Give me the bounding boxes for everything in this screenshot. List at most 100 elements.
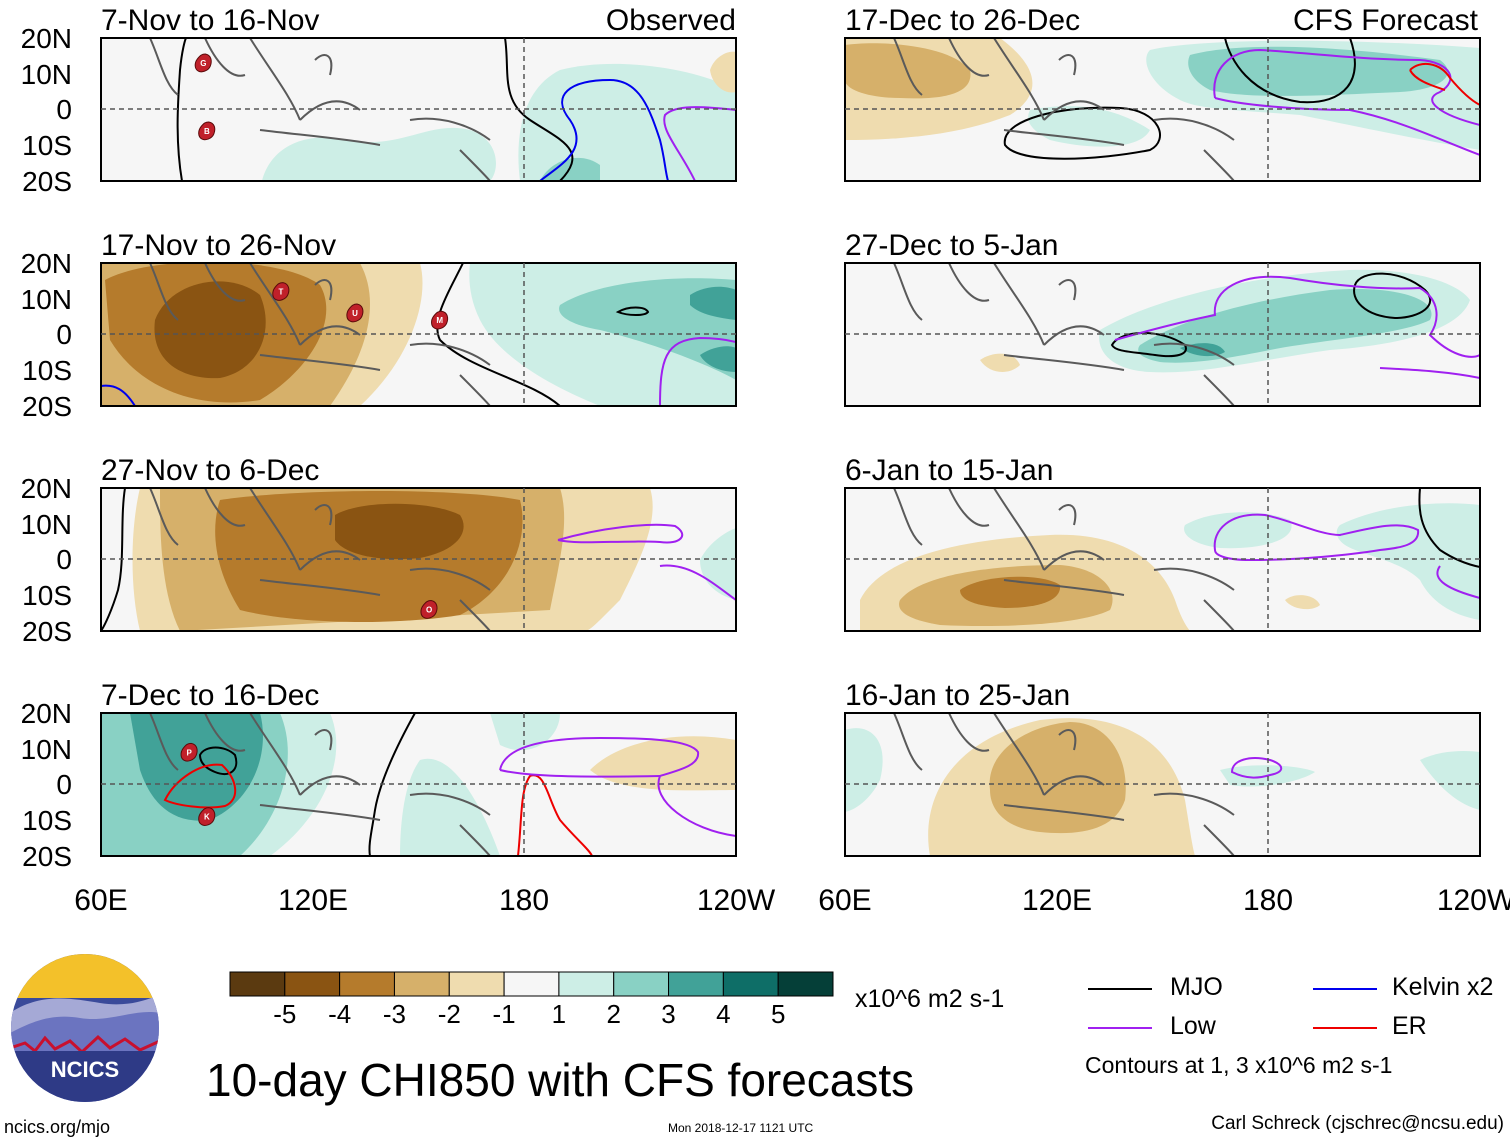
storm-letter: B [204, 127, 210, 136]
cyclone-icon [198, 121, 216, 141]
er-contour [163, 763, 237, 809]
panel-title: 7-Dec to 16-Dec [101, 679, 319, 712]
lat-tick-label: 10N [21, 59, 72, 90]
lon-tick-label: 180 [1243, 884, 1293, 917]
lat-tick-label: 20S [22, 166, 72, 197]
lat-tick-label: 20S [22, 616, 72, 647]
low-contour [659, 336, 736, 406]
storm-marker: G [194, 53, 212, 73]
storm-marker: P [180, 742, 198, 762]
low-contour [499, 736, 736, 837]
lat-tick-label: 10N [21, 284, 72, 315]
storm-marker: O [420, 600, 438, 619]
storm-letter: M [436, 316, 443, 325]
legend-label-low: Low [1170, 1012, 1216, 1040]
coastline [893, 488, 1235, 631]
colorbar-swatch [448, 971, 505, 997]
negative-anomaly-region [1285, 595, 1320, 610]
storm-letter: U [352, 309, 358, 318]
positive-anomaly-region [700, 528, 736, 600]
lat-tick-label: 10S [22, 130, 72, 161]
positive-anomaly-region [130, 713, 263, 821]
panel-title: 27-Dec to 5-Jan [845, 229, 1058, 262]
site-link[interactable]: ncics.org/mjo [4, 1117, 111, 1137]
coastline [893, 713, 1235, 856]
positive-anomaly-region [700, 346, 736, 372]
colorbar-tick-label: 1 [552, 999, 566, 1029]
storm-letter: P [187, 748, 193, 757]
mjo-contour [1224, 38, 1356, 104]
contour-note: Contours at 1, 3 x10^6 m2 s-1 [1085, 1052, 1393, 1078]
low-contour [1379, 367, 1480, 379]
figure-title: 10-day CHI850 with CFS forecasts [206, 1054, 915, 1106]
negative-anomaly-region [989, 722, 1126, 834]
low-contour [663, 106, 736, 181]
lat-tick-label: 20N [21, 248, 72, 279]
panel-title: 17-Dec to 26-Dec [845, 4, 1080, 37]
lon-tick-label: 60E [818, 884, 871, 917]
lon-tick-label: 120W [697, 884, 776, 917]
er-contour [1409, 62, 1480, 106]
panel-titles: 7-Nov to 16-Nov 17-Nov to 26-Nov 27-Nov … [101, 4, 1479, 712]
mjo-contour [176, 38, 187, 181]
low-contour [1436, 565, 1480, 599]
er-contour [1409, 69, 1446, 91]
lat-tick-label: 10S [22, 580, 72, 611]
low-contour [659, 564, 736, 601]
low-contour [1230, 757, 1283, 779]
colorbar-swatch [284, 971, 341, 997]
colorbar-swatch [722, 971, 779, 997]
cyclone-icon [272, 282, 290, 301]
positive-anomaly-region [518, 63, 736, 181]
coastline [893, 263, 1235, 406]
positive-anomaly-region [845, 728, 883, 812]
map-panel-7nov-16nov [100, 37, 737, 182]
legend-swatch-low [1088, 1027, 1152, 1029]
cyclone-icon [198, 807, 216, 826]
panel-title: 6-Jan to 15-Jan [845, 454, 1053, 487]
coastline [149, 488, 491, 631]
colorbar-swatch [777, 971, 834, 997]
mjo-contour [615, 306, 650, 316]
lat-tick-label: 0 [56, 769, 72, 800]
panel-title: 27-Nov to 6-Dec [101, 454, 319, 487]
mjo-contour [436, 263, 561, 406]
lat-tick-label: 10S [22, 355, 72, 386]
map-panel-27nov-6dec [100, 487, 737, 632]
map-panel-16jan-25jan [844, 712, 1481, 857]
map-panel-6jan-15jan [844, 487, 1481, 632]
storm-markers: G B T U M O P K [180, 53, 449, 826]
mjo-contour [368, 713, 416, 856]
colorbar: -5 -4 -3 -2 -1 1 2 3 4 5 [229, 971, 834, 1029]
colorbar-tick-label: -3 [383, 999, 406, 1029]
low-contour [499, 769, 661, 778]
cyclone-icon [180, 742, 198, 762]
lat-tick-label: 20N [21, 23, 72, 54]
colorbar-swatch [503, 971, 560, 997]
map-panel-27dec-5jan [844, 262, 1481, 407]
storm-marker: K [198, 807, 216, 826]
lat-tick-label: 0 [56, 544, 72, 575]
negative-anomaly-region [710, 51, 736, 93]
kelvin-contour [539, 78, 669, 181]
storm-letter: G [200, 59, 206, 68]
positive-anomaly-region [490, 713, 560, 751]
lat-tick-label: 10N [21, 734, 72, 765]
mjo-contour [1003, 106, 1161, 160]
colorbar-swatch [339, 971, 395, 997]
storm-marker: M [431, 310, 449, 330]
colorbar-tick-label: 5 [771, 999, 785, 1029]
lat-axis-labels: 20N 10N 0 10S 20S 20N 10N 0 10S 20S 20N … [21, 23, 72, 872]
legend-label-kelvin: Kelvin x2 [1392, 973, 1494, 1001]
storm-letter: O [426, 606, 432, 615]
coastline [149, 38, 491, 181]
kelvin-contour [101, 384, 136, 406]
legend-swatch-kelvin [1313, 988, 1377, 990]
positive-anomaly-region [1420, 750, 1480, 810]
lon-tick-label: 180 [499, 884, 549, 917]
storm-marker: B [198, 121, 216, 141]
lon-axis-labels: 60E 120E 180 120W 60E 120E 180 120W [74, 884, 1510, 917]
positive-anomaly-region [1184, 512, 1292, 549]
negative-anomaly-region [960, 576, 1061, 608]
low-contour [1213, 48, 1480, 126]
